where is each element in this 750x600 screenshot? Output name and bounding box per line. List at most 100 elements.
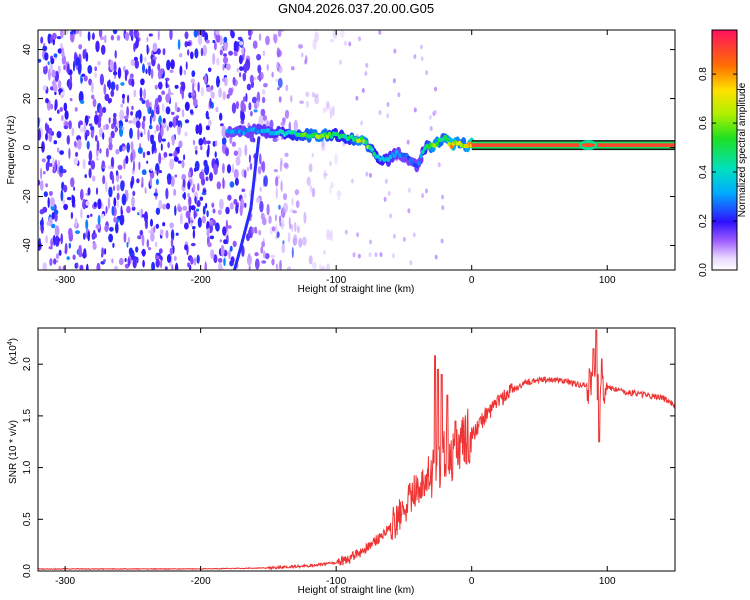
noise-speck bbox=[101, 202, 104, 210]
noise-speck bbox=[161, 156, 166, 161]
noise-speck bbox=[305, 100, 309, 108]
noise-speck bbox=[134, 59, 139, 69]
noise-speck bbox=[402, 236, 406, 242]
noise-speck bbox=[93, 201, 97, 208]
noise-speck bbox=[92, 242, 97, 250]
noise-speck bbox=[326, 229, 331, 241]
noise-speck bbox=[288, 217, 291, 227]
noise-speck bbox=[56, 131, 62, 139]
noise-speck bbox=[302, 236, 307, 246]
noise-speck bbox=[94, 72, 97, 79]
noise-speck bbox=[97, 198, 102, 210]
noise-speck bbox=[174, 84, 179, 89]
noise-speck bbox=[179, 212, 183, 225]
noise-speck bbox=[225, 63, 231, 71]
noise-speck bbox=[296, 225, 300, 234]
noise-speck bbox=[365, 171, 369, 177]
noise-speck bbox=[135, 246, 139, 253]
noise-speck bbox=[96, 262, 101, 270]
noise-speck bbox=[83, 75, 88, 82]
noise-speck bbox=[205, 176, 209, 182]
noise-speck bbox=[250, 110, 253, 117]
noise-speck bbox=[56, 147, 60, 153]
noise-speck bbox=[177, 123, 182, 136]
noise-speck bbox=[129, 127, 133, 139]
noise-speck bbox=[293, 234, 298, 246]
noise-speck bbox=[227, 225, 232, 229]
noise-speck bbox=[434, 86, 437, 92]
noise-speck bbox=[352, 252, 356, 258]
noise-speck bbox=[277, 30, 282, 38]
noise-speck bbox=[46, 155, 52, 160]
noise-speck bbox=[239, 204, 243, 217]
noise-speck bbox=[169, 158, 175, 170]
noise-speck bbox=[79, 120, 82, 125]
noise-speck bbox=[279, 259, 282, 270]
noise-speck bbox=[276, 231, 280, 239]
noise-speck bbox=[162, 48, 166, 56]
noise-speck bbox=[105, 147, 109, 158]
noise-speck bbox=[146, 151, 151, 156]
noise-speck bbox=[298, 237, 303, 248]
noise-speck bbox=[131, 196, 135, 208]
y-tick-label: -40 bbox=[22, 238, 33, 253]
noise-speck bbox=[205, 125, 210, 131]
noise-speck bbox=[314, 31, 319, 43]
noise-speck bbox=[190, 219, 194, 224]
noise-speck bbox=[282, 240, 285, 245]
noise-speck bbox=[192, 183, 196, 192]
noise-speck bbox=[348, 41, 352, 47]
noise-speck bbox=[238, 54, 243, 65]
noise-speck bbox=[200, 145, 203, 151]
secondary-track-segment bbox=[253, 136, 261, 174]
tone-core bbox=[445, 137, 450, 142]
noise-speck bbox=[107, 197, 111, 209]
noise-speck bbox=[188, 170, 191, 178]
noise-speck bbox=[329, 107, 332, 120]
noise-speck bbox=[79, 126, 85, 133]
noise-speck bbox=[54, 225, 60, 237]
noise-speck bbox=[153, 225, 156, 234]
noise-speck bbox=[114, 74, 117, 79]
chart-title: GN04.2026.037.20.00.G05 bbox=[278, 1, 434, 16]
noise-speck bbox=[117, 67, 122, 79]
noise-speck bbox=[225, 219, 228, 232]
noise-speck bbox=[150, 68, 154, 79]
noise-speck bbox=[52, 157, 55, 167]
noise-speck bbox=[228, 50, 234, 56]
noise-speck bbox=[137, 235, 142, 240]
secondary-track-segment bbox=[239, 207, 253, 247]
noise-speck bbox=[120, 180, 125, 192]
noise-speck bbox=[133, 30, 139, 39]
noise-speck bbox=[218, 87, 223, 98]
noise-speck bbox=[57, 48, 63, 54]
noise-speck bbox=[90, 128, 95, 139]
noise-speck bbox=[284, 152, 289, 157]
noise-speck bbox=[104, 248, 107, 255]
noise-speck bbox=[183, 191, 186, 200]
noise-speck bbox=[64, 110, 69, 120]
noise-speck bbox=[78, 44, 83, 50]
noise-speck bbox=[126, 241, 129, 248]
noise-speck bbox=[43, 191, 48, 198]
noise-speck bbox=[287, 232, 291, 243]
noise-speck bbox=[222, 226, 227, 236]
spectrogram-x-ticks: -300 -200 -100 0 100 bbox=[55, 30, 616, 286]
colorbar-tick-label: 0.2 bbox=[698, 214, 709, 228]
noise-speck bbox=[148, 247, 152, 251]
noise-speck bbox=[92, 98, 97, 108]
noise-speck bbox=[91, 94, 95, 100]
tone-core bbox=[419, 153, 423, 159]
noise-speck bbox=[156, 164, 159, 176]
noise-speck bbox=[280, 218, 285, 230]
noise-speck bbox=[57, 80, 62, 89]
noise-speck bbox=[124, 70, 128, 82]
noise-speck bbox=[107, 165, 112, 170]
noise-speck bbox=[113, 112, 117, 118]
noise-speck bbox=[177, 39, 181, 50]
noise-speck bbox=[115, 170, 119, 176]
noise-speck bbox=[214, 151, 217, 158]
noise-speck bbox=[291, 223, 294, 233]
snr-background bbox=[38, 328, 675, 571]
